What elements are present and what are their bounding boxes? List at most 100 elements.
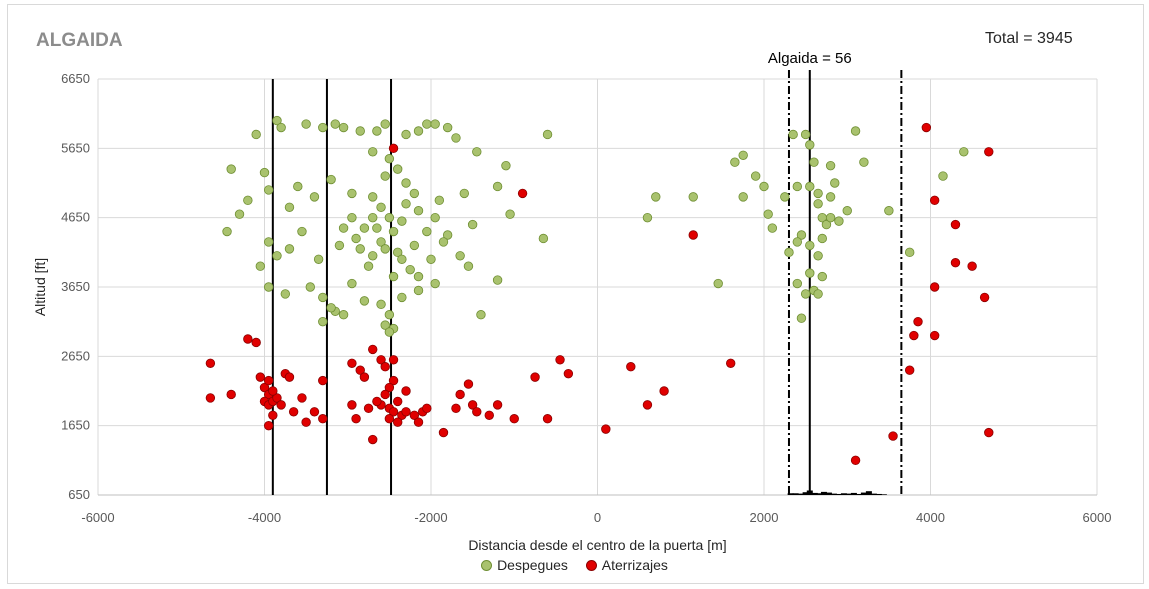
takeoff-point (825, 160, 836, 171)
takeoff-point (276, 122, 286, 133)
landing-point (243, 334, 253, 344)
takeoff-point (434, 195, 445, 206)
takeoff-point (792, 237, 803, 247)
landing-point (384, 382, 395, 393)
landing-point (263, 375, 274, 386)
landing-point (363, 403, 374, 414)
takeoff-point (796, 313, 807, 323)
total-count: Total = 3945 (985, 30, 1073, 47)
takeoff-point (284, 202, 295, 212)
landing-point (409, 410, 420, 420)
takeoff-point (388, 226, 399, 237)
landing-point (979, 292, 990, 303)
takeoff-point (805, 140, 815, 150)
takeoff-point (293, 181, 303, 192)
takeoff-point (884, 206, 894, 216)
landing-point (388, 143, 399, 154)
takeoff-point (859, 157, 869, 167)
landing-point (359, 372, 370, 382)
takeoff-point (767, 223, 778, 233)
landing-point (850, 455, 861, 466)
takeoff-point (805, 268, 815, 278)
takeoff-point (326, 303, 336, 313)
takeoff-point (792, 278, 803, 289)
takeoff-point (800, 129, 811, 140)
landing-point (301, 417, 311, 427)
takeoff-point (272, 115, 282, 126)
histogram-bar (797, 493, 804, 495)
landing-point (542, 414, 553, 424)
takeoff-point (651, 192, 661, 202)
landing-point (929, 330, 940, 341)
takeoff-point (397, 292, 407, 303)
landing-point (467, 400, 478, 410)
histogram-bar (870, 493, 877, 495)
takeoff-point (805, 181, 815, 192)
landing-point (555, 355, 565, 365)
takeoff-point (384, 154, 395, 164)
takeoff-point (263, 185, 274, 195)
landing-point (393, 417, 403, 427)
landing-point (388, 355, 399, 365)
x-tick-label: -2000 (414, 510, 447, 525)
takeoff-point (384, 327, 395, 337)
takeoff-point (430, 278, 440, 289)
takeoff-point (313, 254, 324, 264)
landing-point (384, 414, 395, 424)
histogram-bar (787, 493, 794, 495)
legend-item-takeoffs[interactable]: Despegues (481, 557, 568, 573)
takeoff-point (376, 237, 386, 247)
takeoff-point (738, 192, 748, 202)
landing-point (492, 400, 503, 410)
takeoff-point (455, 251, 465, 261)
landing-point (368, 344, 378, 355)
takeoff-marker-icon (481, 559, 493, 571)
takeoff-point (409, 188, 420, 199)
takeoff-point (347, 188, 357, 199)
takeoff-point (784, 247, 794, 258)
takeoff-point (492, 275, 503, 285)
takeoff-point (401, 199, 411, 209)
histogram-bar (792, 493, 799, 495)
landing-point (626, 362, 636, 372)
takeoff-point (738, 150, 748, 160)
takeoff-point (359, 223, 370, 233)
histogram-bar (835, 493, 842, 495)
takeoff-point (409, 240, 420, 251)
histogram-bar (811, 492, 818, 495)
landing-point (251, 337, 261, 348)
takeoff-point (730, 157, 740, 167)
takeoff-point (813, 188, 823, 199)
takeoff-point (380, 244, 390, 254)
legend: Despegues Aterrizajes (0, 557, 1149, 574)
takeoff-point (442, 230, 453, 240)
landing-point (913, 316, 923, 327)
landing-point (659, 386, 669, 396)
takeoff-point (938, 171, 948, 181)
takeoff-point (222, 226, 232, 237)
landing-point (601, 424, 611, 434)
landing-point (688, 230, 698, 240)
takeoff-point (380, 320, 390, 330)
landing-point (438, 427, 449, 438)
landing-point (451, 403, 461, 414)
landing-point (509, 414, 519, 424)
takeoff-point (904, 247, 915, 258)
landing-point (388, 375, 399, 386)
legend-item-landings[interactable]: Aterrizajes (585, 557, 668, 573)
x-tick-label: -6000 (81, 510, 114, 525)
takeoff-point (438, 237, 449, 247)
histogram-bar (880, 494, 887, 495)
takeoff-point (825, 212, 836, 223)
landing-point (929, 195, 940, 206)
histogram-bar (816, 493, 823, 495)
landing-point (393, 396, 403, 407)
tick-labels: 650 1650 2650 3650 4650 5650 6650 -6000 -4000 -20… (61, 71, 1111, 525)
takeoff-point (368, 212, 378, 223)
y-tick-label: 5650 (61, 140, 90, 155)
landing-point (318, 414, 328, 424)
takeoff-point (688, 192, 698, 202)
landing-point (355, 365, 365, 375)
landing-point (376, 355, 386, 365)
